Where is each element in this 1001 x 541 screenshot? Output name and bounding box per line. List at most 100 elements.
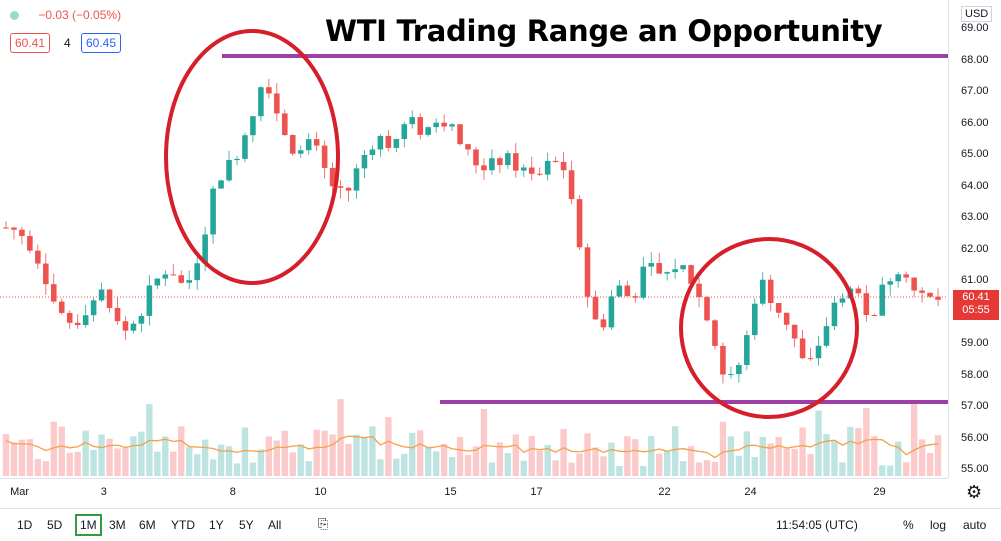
range-button-1y[interactable]: 1Y (209, 518, 224, 532)
candle-body (688, 265, 694, 284)
candle-body (305, 139, 312, 151)
price-tick-label: 62.00 (961, 242, 989, 255)
candle-body (90, 300, 97, 316)
volume-bar (361, 437, 368, 476)
candle-body (130, 323, 137, 331)
range-button-6m[interactable]: 6M (139, 518, 156, 532)
price-tick-label: 61.00 (961, 274, 989, 286)
range-button-5y[interactable]: 5Y (239, 518, 254, 532)
range-button-3m[interactable]: 3M (109, 518, 126, 532)
price-tick-label: 58.00 (961, 368, 989, 381)
candle-body (3, 227, 9, 229)
volume-bar (385, 417, 392, 476)
volume-bar (130, 436, 137, 476)
volume-bar (926, 452, 934, 476)
volume-bar (393, 458, 400, 476)
candle-body (98, 289, 105, 301)
range-button-1d[interactable]: 1D (17, 518, 33, 532)
candle-body (744, 335, 750, 366)
candle-body (863, 293, 870, 316)
candle-body (282, 113, 288, 136)
volume-bar (114, 448, 121, 476)
price-tick-label: 66.00 (961, 116, 989, 129)
volume-bar (42, 461, 49, 476)
volume-bar (624, 436, 631, 476)
candle-body (66, 312, 73, 323)
volume-bar (520, 460, 527, 476)
candle-body (274, 93, 280, 114)
candle-body (441, 122, 447, 127)
volume-bar (82, 430, 89, 476)
volume-bar (600, 456, 607, 476)
chart-pane[interactable]: −0.03 (−0.05%) 60.41 4 60.45 WTI Trading… (0, 0, 948, 478)
candle-body (544, 160, 551, 175)
candle-body (903, 274, 909, 278)
candle-body (178, 275, 185, 283)
time-tick-label: 22 (658, 486, 671, 498)
candle-body (736, 365, 742, 375)
candle-body (138, 315, 145, 324)
percent-toggle[interactable]: % (903, 518, 914, 532)
volume-bar (727, 436, 735, 476)
price-tick-label: 59.00 (961, 337, 989, 349)
auto-toggle[interactable]: auto (963, 518, 987, 532)
volume-bar (671, 426, 679, 476)
goto-date-icon[interactable]: ⎘ (318, 516, 329, 531)
candle-body (608, 296, 615, 328)
candle-body (19, 229, 25, 236)
price-tick-label: 55.00 (961, 463, 989, 475)
candle-body (616, 285, 623, 297)
candle-body (919, 290, 925, 293)
range-button-1m[interactable]: 1M (75, 514, 102, 536)
candle-body (417, 117, 424, 135)
candle-body (672, 269, 678, 273)
volume-bar (90, 449, 97, 476)
time-tick-label: 10 (314, 486, 327, 498)
candle-body (624, 285, 631, 297)
currency-badge[interactable]: USD (961, 6, 993, 22)
volume-bar (178, 426, 185, 476)
volume-bar (464, 454, 472, 476)
candle-body (513, 153, 519, 171)
volume-bar (305, 461, 312, 476)
candle-body (329, 167, 336, 187)
range-button-all[interactable]: All (268, 518, 282, 532)
price-axis[interactable]: USD 69.00 68.00 67.00 66.00 65.00 64.00 63.00 6… (948, 0, 1001, 478)
log-toggle[interactable]: log (930, 518, 947, 532)
volume-bar (751, 457, 758, 476)
volume-bar (512, 434, 519, 476)
volume-bar (26, 439, 34, 476)
clock-time[interactable]: 11:54:05 (UTC) (776, 518, 858, 532)
volume-bar (855, 428, 862, 476)
candle-body (505, 153, 511, 166)
volume-bar (775, 437, 782, 476)
volume-bar (560, 429, 567, 476)
volume-bar (217, 444, 225, 476)
time-axis[interactable]: Mar 3 8 10 15 17 22 24 29 (0, 478, 948, 509)
candle-body (82, 315, 89, 326)
candle-body (385, 135, 392, 148)
candle-body (759, 279, 766, 304)
volume-bar (162, 436, 169, 476)
bar-countdown: 05:55 (962, 304, 990, 316)
range-button-ytd[interactable]: YTD (171, 518, 195, 532)
range-button-5d[interactable]: 5D (47, 518, 63, 532)
volume-bar (807, 453, 814, 476)
settings-gear-icon[interactable]: ⚙ (966, 482, 983, 502)
candle-body (497, 158, 503, 166)
price-tick-label: 57.00 (961, 400, 989, 412)
candle-body (58, 301, 65, 313)
candle-body (449, 124, 455, 127)
candle-body (712, 320, 718, 346)
bid-price-box[interactable]: 60.41 (10, 33, 51, 53)
candle-body (823, 326, 830, 346)
candle-body (839, 298, 846, 303)
volume-bar (432, 451, 440, 476)
ask-price-box[interactable]: 60.45 (81, 33, 122, 53)
candle-body (114, 307, 121, 322)
candle-body (43, 263, 49, 285)
volume-moving-average (5, 435, 939, 459)
volume-bar (847, 426, 854, 476)
volume-bar (759, 436, 766, 476)
volume-bar (456, 436, 464, 476)
